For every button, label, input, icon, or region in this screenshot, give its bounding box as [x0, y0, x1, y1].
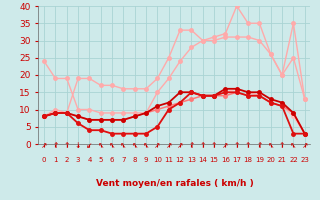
Text: ↑: ↑: [256, 141, 263, 150]
Text: ↑: ↑: [279, 141, 285, 150]
Text: ↖: ↖: [98, 141, 104, 150]
Text: ↓: ↓: [75, 141, 81, 150]
Text: ↑: ↑: [211, 141, 217, 150]
Text: ↑: ↑: [234, 141, 240, 150]
Text: ↑: ↑: [188, 141, 195, 150]
Text: ↗: ↗: [41, 141, 47, 150]
Text: ↖: ↖: [120, 141, 127, 150]
Text: ↗: ↗: [222, 141, 228, 150]
X-axis label: Vent moyen/en rafales ( km/h ): Vent moyen/en rafales ( km/h ): [96, 179, 253, 188]
Text: ↑: ↑: [200, 141, 206, 150]
Text: ↖: ↖: [143, 141, 149, 150]
Text: ↗: ↗: [301, 141, 308, 150]
Text: ↖: ↖: [268, 141, 274, 150]
Text: ↖: ↖: [132, 141, 138, 150]
Text: ↗: ↗: [177, 141, 183, 150]
Text: ↑: ↑: [245, 141, 251, 150]
Text: ↑: ↑: [64, 141, 70, 150]
Text: ↖: ↖: [290, 141, 297, 150]
Text: ↙: ↙: [86, 141, 92, 150]
Text: ↖: ↖: [109, 141, 115, 150]
Text: ↑: ↑: [52, 141, 59, 150]
Text: ↗: ↗: [165, 141, 172, 150]
Text: ↗: ↗: [154, 141, 161, 150]
